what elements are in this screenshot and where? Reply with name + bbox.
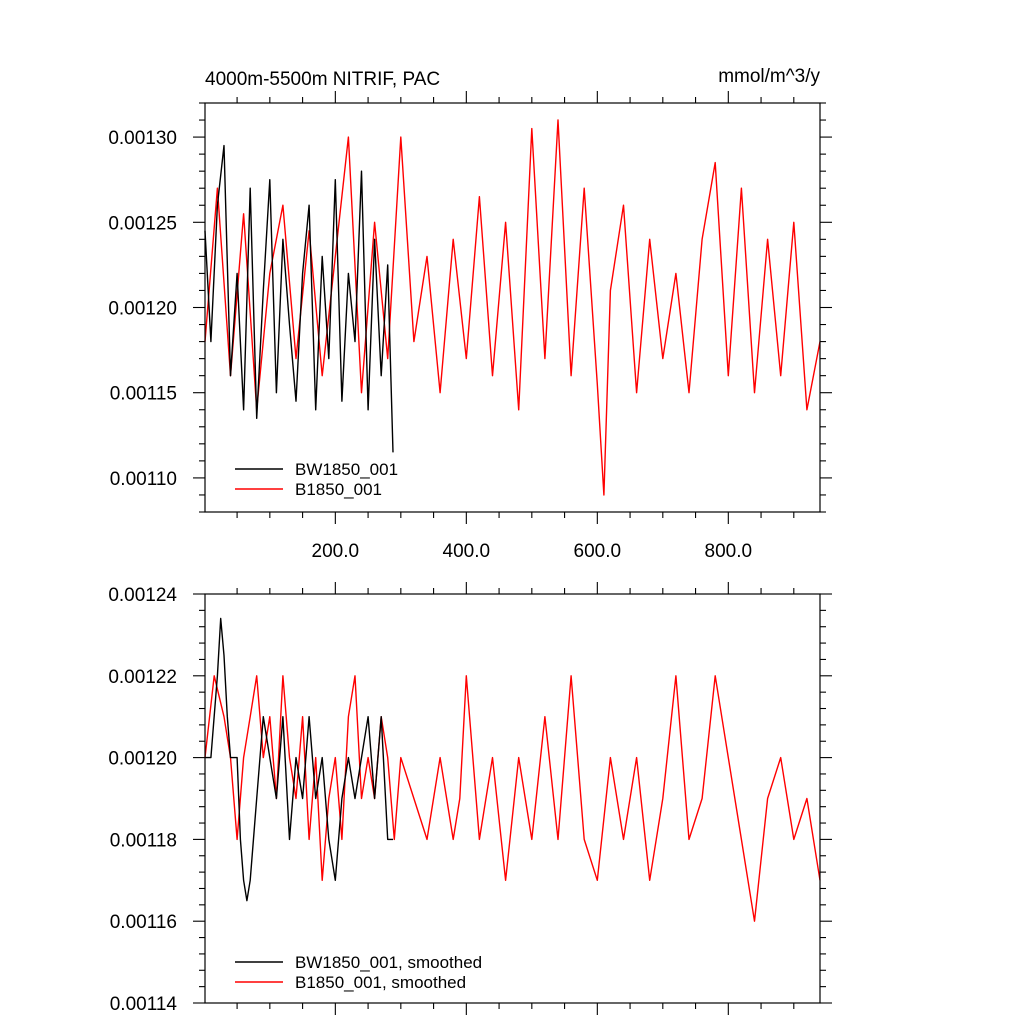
y-tick-label: 0.00120 — [108, 749, 177, 770]
y-tick-label: 0.00120 — [108, 299, 177, 320]
x-tick-label: 600.0 — [574, 541, 622, 562]
bottom-panel-lines — [204, 617, 821, 922]
top-legend: BW1850_001 B1850_001 — [235, 460, 398, 499]
y-tick-label: 0.00125 — [108, 213, 177, 234]
top-panel-frame — [204, 102, 821, 513]
y-tick-label: 0.00114 — [110, 994, 178, 1015]
y-tick-label: 0.00116 — [110, 912, 177, 933]
top-panel-lines — [204, 119, 821, 496]
legend-label-b1850-smoothed: B1850_001, smoothed — [295, 973, 466, 992]
top-panel-units: mmol/m^3/y — [718, 66, 820, 87]
x-tick-label: 400.0 — [443, 541, 491, 562]
legend-label-bw1850: BW1850_001 — [295, 460, 398, 479]
x-tick-label: 800.0 — [705, 541, 753, 562]
y-tick-label: 0.00115 — [110, 384, 177, 405]
series-line-1 — [204, 119, 821, 496]
top-panel-title: 4000m-5500m NITRIF, PAC — [205, 69, 440, 90]
y-tick-label: 0.00124 — [108, 585, 177, 606]
bottom-panel: 0.00114 0.00116 0.00118 0.00120 0.00122 0.001… — [108, 582, 832, 1015]
bottom-panel-frame — [204, 593, 821, 1004]
y-tick-label: 0.00130 — [108, 128, 177, 149]
bottom-legend: BW1850_001, smoothed B1850_001, smoothed — [235, 953, 482, 992]
series-line-0 — [204, 144, 394, 453]
y-tick-label: 0.00122 — [108, 667, 177, 688]
y-tick-label: 0.00110 — [110, 469, 177, 490]
y-tick-label: 0.00118 — [110, 830, 177, 851]
legend-label-b1850: B1850_001 — [295, 480, 382, 499]
series-line-0 — [205, 617, 393, 902]
top-panel-ticks: 200.0 400.0 600.0 800.0 0.00110 0.00115 0.0012… — [108, 91, 832, 562]
bottom-panel-ticks: 0.00114 0.00116 0.00118 0.00120 0.00122 0.001… — [108, 582, 832, 1015]
x-tick-label: 200.0 — [312, 541, 360, 562]
legend-label-bw1850-smoothed: BW1850_001, smoothed — [295, 953, 482, 972]
series-line-1 — [204, 675, 821, 922]
top-panel: 4000m-5500m NITRIF, PAC mmol/m^3/y 200.0… — [108, 66, 832, 562]
